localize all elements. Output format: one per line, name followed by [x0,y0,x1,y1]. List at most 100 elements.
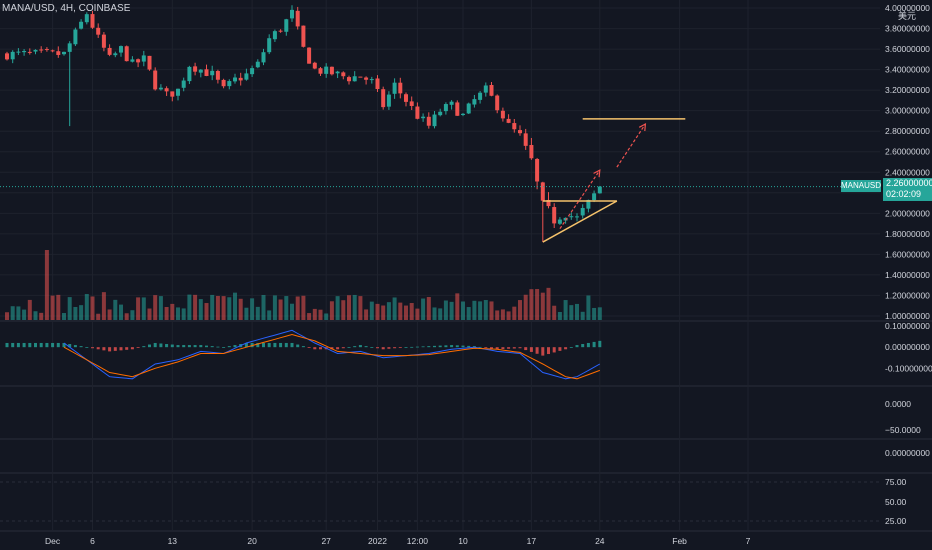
candle-body [10,51,15,60]
time-tick-label: 20 [247,536,257,546]
macd-histogram-bar [79,346,83,348]
candle-body [512,123,517,130]
candle-body [386,94,391,107]
time-tick-label: 6 [90,536,95,546]
current-price-value: 2.26000000 [886,178,932,188]
macd-histogram-bar [336,347,340,350]
candle-body [335,71,340,74]
macd-histogram-bar [586,342,590,348]
volume-bar [5,312,9,320]
volume-bar [158,296,163,320]
volume-bar [164,307,169,320]
candle-body [472,99,477,105]
rsi-tick-label: 25.00 [885,516,907,526]
candle-body [375,78,380,90]
macd-histogram-bar [296,344,300,348]
macd-histogram-bar [5,342,9,348]
price-tick-label: 1.80000000 [885,229,930,239]
volume-bar [113,299,118,320]
macd-histogram-bar [444,345,448,348]
candle-body [347,77,351,82]
candle-body [153,70,158,90]
volume-bar [580,311,585,320]
candle-body [227,81,232,87]
candle-body [557,219,562,224]
volume-group [5,250,602,320]
price-tick-label: 1.60000000 [885,249,930,259]
macd-histogram-bar [529,347,533,352]
volume-bar [540,292,545,320]
candle-body [233,77,237,82]
time-tick-label: 12:00 [407,536,429,546]
symbol-price-tag: MANAUSD [841,180,882,192]
volume-bar [181,308,186,320]
volume-bar [518,300,522,320]
macd-histogram-bar [495,347,499,350]
candle-body [415,106,420,119]
volume-bar [569,305,574,320]
candle-body [5,53,9,60]
candle-body [27,51,32,53]
time-tick-label: 13 [168,536,178,546]
macd-histogram-bar [330,347,334,350]
macd-histogram-bar [159,343,163,348]
time-tick-label: 24 [595,536,605,546]
macd-tick-label: 0.00000000 [885,342,930,352]
candle-body [483,85,488,93]
volume-bar [221,296,226,320]
candle-body [255,61,260,68]
macd-histogram-bar [552,347,556,353]
macd-histogram-bar [478,346,482,348]
candle-body [495,95,500,111]
candle-body [318,68,323,74]
volume-bar [141,297,146,320]
macd-histogram-bar [398,347,402,348]
macd-histogram-bar [393,347,397,349]
candle-body [147,55,152,70]
volume-bar [301,295,306,320]
candle-body [523,133,528,146]
macd-histogram-bar [62,342,66,348]
volume-bar [381,305,386,320]
macd-histogram-bar [558,347,562,351]
candle-body [563,217,568,221]
volume-bar [119,304,123,320]
macd-histogram-bar [569,347,573,348]
volume-bar [215,295,220,320]
macd-histogram-bar [125,347,129,350]
candle-body [580,207,585,216]
candle-body [278,30,283,32]
volume-bar [67,297,72,320]
currency-label: 美元 [898,11,917,21]
macd-histogram-bar [461,345,465,348]
candle-body [364,77,369,80]
macd-histogram-bar [518,347,522,349]
macd-histogram-bar [347,347,351,348]
volume-bar [39,312,44,320]
macd-histogram-bar [51,342,55,348]
macd-histogram-bar [170,344,174,348]
candle-body [301,25,306,47]
volume-bar [101,292,106,320]
volume-bar [489,301,494,320]
macd-histogram-bar [438,345,442,348]
candle-body [90,14,95,28]
candle-body [198,69,203,73]
candle-body [586,199,591,209]
candle-body [73,29,78,45]
volume-bar [426,297,431,320]
volume-bar [347,295,351,320]
macd-line [63,329,601,380]
price-tick-label: 1.00000000 [885,311,930,321]
candle-body [284,19,289,32]
volume-bar [267,310,272,320]
volume-bar [466,307,471,320]
macd-histogram-bar [96,347,100,350]
time-tick-label: Dec [45,536,61,546]
volume-bar [33,311,38,320]
candle-body [204,69,209,76]
macd-histogram-bar [262,342,265,348]
candle-body [124,46,129,62]
volume-bar [10,306,15,320]
